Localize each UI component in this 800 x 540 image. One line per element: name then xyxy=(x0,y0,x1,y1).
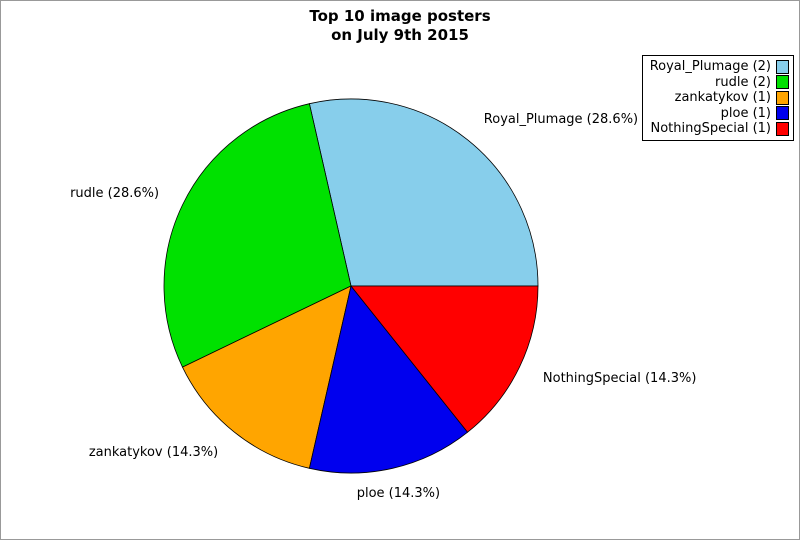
legend-swatch-NothingSpecial xyxy=(776,121,789,136)
pie-slice-NothingSpecial xyxy=(350,285,539,433)
chart-title-line1: Top 10 image posters xyxy=(309,7,491,25)
chart-title-line2: on July 9th 2015 xyxy=(331,26,469,44)
legend-label-ploe: ploe (1) xyxy=(720,105,771,121)
chart-title: Top 10 image posters on July 9th 2015 xyxy=(1,7,799,45)
legend-label-Royal_Plumage: Royal_Plumage (2) xyxy=(649,59,771,75)
pie-slice-Royal_Plumage xyxy=(308,98,539,287)
pie-label-zankatykov: zankatykov (14.3%) xyxy=(89,445,218,460)
pie-slice-zankatykov xyxy=(181,285,352,469)
legend-swatch-ploe xyxy=(776,106,789,121)
legend-label-zankatykov: zankatykov (1) xyxy=(674,90,771,106)
legend-item-zankatykov: zankatykov (1) xyxy=(647,90,789,106)
legend-label-NothingSpecial: NothingSpecial (1) xyxy=(650,121,771,137)
pie-label-rudle: rudle (28.6%) xyxy=(70,186,159,201)
legend-swatch-zankatykov xyxy=(776,90,789,105)
pie-slice-rudle xyxy=(163,103,352,368)
pie-slice-ploe xyxy=(308,285,469,474)
legend-item-Royal_Plumage: Royal_Plumage (2) xyxy=(647,59,789,75)
legend: Royal_Plumage (2) rudle (2) zankatykov (1)… xyxy=(642,55,794,141)
legend-label-rudle: rudle (2) xyxy=(715,74,771,90)
pie-label-NothingSpecial: NothingSpecial (14.3%) xyxy=(543,371,697,386)
pie-label-ploe: ploe (14.3%) xyxy=(357,486,440,501)
legend-item-ploe: ploe (1) xyxy=(647,106,789,122)
legend-item-NothingSpecial: NothingSpecial (1) xyxy=(647,121,789,137)
legend-swatch-rudle xyxy=(776,75,789,90)
legend-item-rudle: rudle (2) xyxy=(647,75,789,91)
pie-label-Royal_Plumage: Royal_Plumage (28.6%) xyxy=(484,112,638,127)
legend-swatch-Royal_Plumage xyxy=(776,59,789,74)
